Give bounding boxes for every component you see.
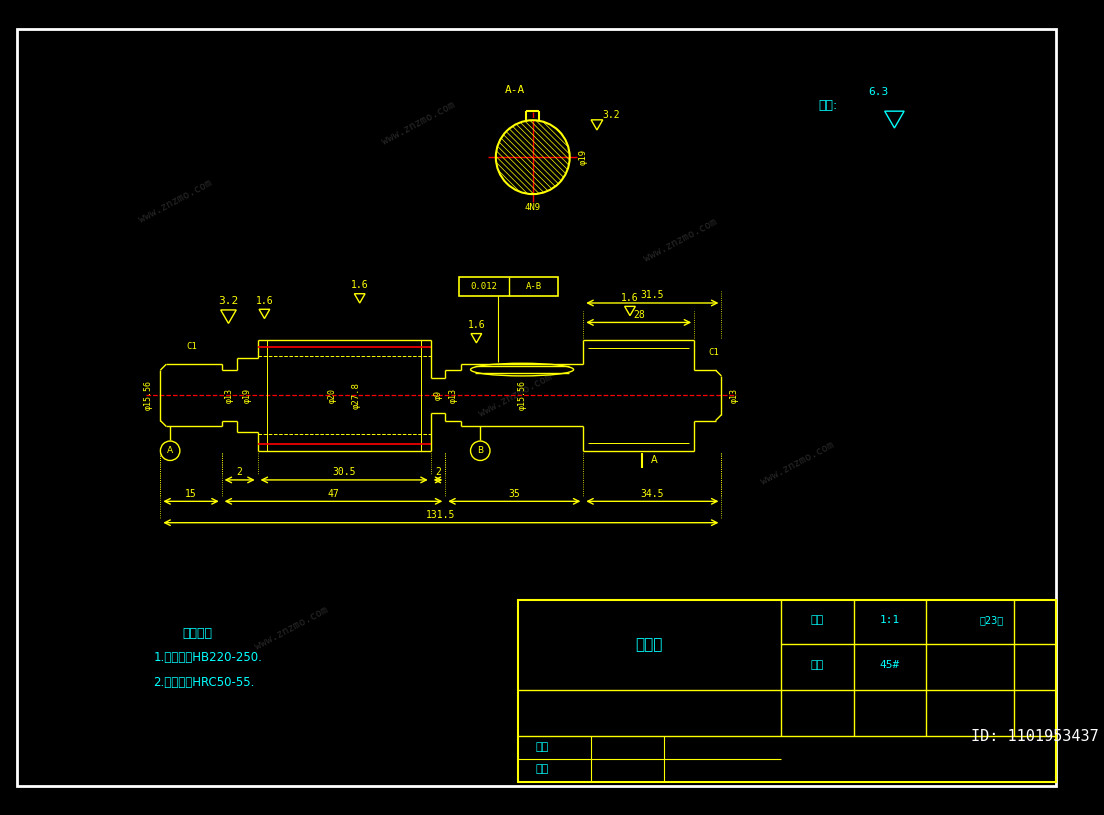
Text: 全23张: 全23张 [979,615,1004,625]
Text: A: A [167,447,173,456]
Text: φ15.56: φ15.56 [518,381,527,410]
Text: 2.齿面淡火HRC50-55.: 2.齿面淡火HRC50-55. [153,676,255,689]
Circle shape [160,441,180,460]
Text: 15: 15 [185,488,197,499]
Text: φ13: φ13 [225,388,234,403]
Text: φ19: φ19 [578,149,587,165]
Text: 6.3: 6.3 [869,87,889,97]
Text: φ15.56: φ15.56 [144,381,152,410]
Text: 3.2: 3.2 [219,296,238,306]
Text: 1.6: 1.6 [256,296,274,306]
Text: 技术要求: 技术要求 [183,627,213,640]
Text: 1.6: 1.6 [351,280,369,290]
Text: 0.012: 0.012 [470,282,498,291]
Text: 设计: 设计 [535,742,549,752]
Text: φ19: φ19 [243,388,252,403]
Text: φ20: φ20 [328,388,337,403]
Text: A: A [651,456,658,465]
Bar [459,277,558,296]
Text: 1.调制处理HB220-250.: 1.调制处理HB220-250. [153,651,263,664]
Text: 材料: 材料 [810,660,824,670]
Text: www.znzmo.com: www.znzmo.com [137,178,213,224]
Text: 3.2: 3.2 [603,110,620,121]
Circle shape [470,441,490,460]
Text: φ27.8: φ27.8 [351,382,360,409]
Text: 47: 47 [328,488,339,499]
Text: ID: 1101953437: ID: 1101953437 [972,729,1098,743]
Text: 131.5: 131.5 [426,510,456,520]
Text: 30.5: 30.5 [332,467,355,477]
Text: A-B: A-B [526,282,542,291]
Bar [527,118,539,121]
Text: www.znzmo.com: www.znzmo.com [380,99,456,147]
Text: φ9: φ9 [434,390,443,400]
Text: 1.6: 1.6 [622,293,639,303]
Text: 其余:: 其余: [819,99,838,112]
Text: 核核: 核核 [535,764,549,773]
Text: 31.5: 31.5 [640,290,665,300]
Text: 2: 2 [236,467,243,477]
Text: C1: C1 [187,342,197,351]
Text: 34.5: 34.5 [640,488,665,499]
Text: A-A: A-A [506,85,526,95]
Text: C1: C1 [708,348,719,357]
Text: 4N9: 4N9 [524,203,541,212]
Text: 28: 28 [633,310,645,319]
Text: www.znzmo.com: www.znzmo.com [758,440,836,487]
Text: 齿轮轴: 齿轮轴 [636,637,664,652]
Text: 比例: 比例 [810,615,824,625]
Text: www.znzmo.com: www.znzmo.com [477,372,553,419]
Text: www.znzmo.com: www.znzmo.com [643,216,719,263]
Text: φ13: φ13 [730,388,739,403]
Text: 2: 2 [435,467,440,477]
Text: φ13: φ13 [448,388,457,403]
Text: 1.6: 1.6 [468,320,485,330]
Bar [518,600,1055,782]
Text: 35: 35 [509,488,520,499]
Text: www.znzmo.com: www.znzmo.com [254,606,330,652]
Text: 45#: 45# [880,660,900,670]
Text: 1:1: 1:1 [880,615,900,625]
Text: B: B [477,447,484,456]
